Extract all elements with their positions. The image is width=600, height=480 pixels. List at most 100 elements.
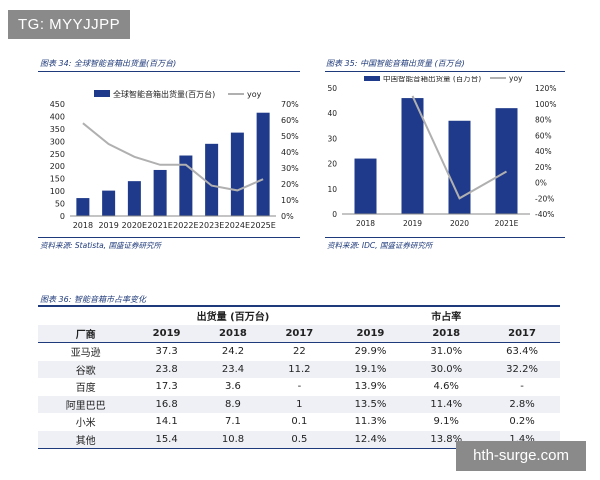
- x-tick-label: 2018: [73, 221, 93, 230]
- chart34-title: 图表 34: 全球智能音箱出货量(百万台): [40, 59, 177, 68]
- value-cell: 29.9%: [354, 346, 387, 358]
- chart-bar: [76, 198, 90, 216]
- y-tick-left-label: 250: [50, 150, 65, 159]
- chart-bar: [495, 108, 518, 214]
- value-cell: 63.4%: [506, 346, 538, 358]
- legend-line-label: yoy: [247, 90, 262, 99]
- chart-bar: [256, 112, 270, 216]
- vendor-cell: 阿里巴巴: [38, 395, 134, 413]
- chart-bar: [179, 155, 193, 216]
- vendor-cell: 百度: [75, 383, 96, 395]
- y-tick-left-label: 300: [50, 137, 65, 146]
- y-tick-left-label: 100: [50, 187, 65, 196]
- x-tick-label: 2022E: [173, 221, 198, 230]
- chart35-plot: 中国智能音箱出货量 (百万台) yoy 0 10 20 30 40 50 -40% -20% 0% 2…: [327, 76, 556, 228]
- x-tick-label: 2021E: [147, 221, 172, 230]
- table36-title: 图表 36: 智能音箱市占率变化: [40, 295, 146, 304]
- col-header-vendor: 厂商: [38, 324, 134, 343]
- chart35-source: 资料来源: IDC, 国盛证券研究所: [327, 241, 433, 250]
- value-cell: 31.0%: [430, 346, 463, 358]
- vendor-cell: 小米: [75, 418, 96, 430]
- watermark-bottom: hth-surge.com: [456, 441, 586, 471]
- legend-bar-label: 全球智能音箱出货量(百万台): [113, 89, 215, 99]
- value-cell: 9.1%: [433, 416, 459, 428]
- x-tick-label: 2020: [450, 219, 469, 228]
- table-corner: [38, 305, 134, 325]
- y-tick-left-label: 200: [50, 162, 65, 171]
- group-header-share: 市占率: [332, 305, 560, 325]
- value-cell: 15.4: [133, 430, 200, 449]
- value-cell: -: [520, 381, 524, 393]
- chart35-title-rule: [325, 71, 565, 72]
- chart-bar: [102, 190, 116, 216]
- vendor-cell: 谷歌: [38, 360, 134, 378]
- y-tick-right-label: 60%: [281, 116, 299, 125]
- value-cell: 4.6%: [433, 381, 459, 393]
- x-tick-label: 2019: [98, 221, 118, 230]
- value-cell: 22: [293, 346, 306, 358]
- col-header-year: 2017: [266, 324, 333, 343]
- chart-bar: [205, 143, 219, 216]
- chart-bar: [230, 132, 244, 216]
- y-tick-right-label: 30%: [281, 164, 299, 173]
- y-tick-right-label: 10%: [281, 196, 299, 205]
- value-cell: 0.1: [291, 416, 308, 428]
- group-header-shipments: 出货量 (百万台): [133, 305, 333, 325]
- y-tick-left-label: 450: [50, 100, 65, 109]
- chart34-source: 资料来源: Statista, 国盛证券研究所: [40, 241, 161, 250]
- value-cell: 2.8%: [484, 395, 560, 413]
- y-tick-left-label: 350: [50, 125, 65, 134]
- y-tick-left-label: 50: [55, 200, 65, 209]
- y-tick-left-label: 400: [50, 112, 65, 121]
- y-tick-right-label: -40%: [535, 210, 554, 219]
- table-row: 小米 14.1 7.1 0.1 11.3% 9.1% 0.2%: [38, 413, 560, 431]
- y-tick-right-label: 120%: [535, 84, 556, 93]
- col-header-year: 2018: [199, 324, 267, 343]
- value-cell: 23.8: [133, 360, 200, 378]
- value-cell: 14.1: [155, 416, 178, 428]
- y-tick-right-label: -20%: [535, 194, 554, 203]
- value-cell: 13.5%: [332, 395, 409, 413]
- x-tick-label: 2025E: [250, 221, 275, 230]
- x-tick-label: 2019: [403, 219, 422, 228]
- y-tick-right-label: 20%: [281, 180, 299, 189]
- table-row: 亚马逊 37.3 24.2 22 29.9% 31.0% 63.4%: [38, 343, 560, 361]
- market-share-table: 出货量 (百万台) 市占率 厂商 2019 2018 2017 2019 201…: [38, 305, 560, 449]
- x-tick-label: 2018: [356, 219, 375, 228]
- vendor-cell: 其他: [38, 430, 134, 449]
- x-tick-label: 2024E: [225, 221, 250, 230]
- y-tick-left-label: 20: [327, 160, 337, 169]
- y-tick-right-label: 40%: [535, 147, 552, 156]
- value-cell: 10.8: [199, 430, 267, 449]
- legend-bar-label: 中国智能音箱出货量 (百万台): [383, 76, 481, 83]
- y-tick-left-label: 30: [327, 134, 337, 143]
- value-cell: 13.9%: [354, 381, 387, 393]
- y-tick-left-label: 50: [327, 84, 337, 93]
- legend-bar-swatch: [94, 90, 110, 97]
- chart-bar: [127, 181, 141, 216]
- value-cell: 11.3%: [354, 416, 387, 428]
- yoy-line-series: [82, 122, 264, 192]
- y-tick-right-label: 0%: [535, 179, 547, 188]
- x-tick-label: 2021E: [495, 219, 519, 228]
- value-cell: 0.5: [266, 430, 333, 449]
- vendor-cell: 亚马逊: [70, 348, 101, 360]
- col-header-year: 2017: [484, 324, 560, 343]
- table-row: 其他 15.4 10.8 0.5 12.4% 13.8% 1.4%: [38, 430, 560, 449]
- value-cell: 0.2%: [509, 416, 535, 428]
- value-cell: 7.1: [225, 416, 241, 428]
- y-tick-right-label: 60%: [535, 131, 552, 140]
- value-cell: 11.2: [266, 360, 333, 378]
- col-header-year: 2019: [332, 324, 409, 343]
- value-cell: 24.2: [221, 346, 245, 358]
- legend-bar-swatch: [364, 76, 380, 81]
- y-tick-right-label: 50%: [281, 132, 299, 141]
- y-tick-right-label: 40%: [281, 148, 299, 157]
- chart35-title: 图表 35: 中国智能音箱出货量 (百万台): [326, 59, 465, 68]
- value-cell: 23.4: [199, 360, 267, 378]
- chart34-title-rule: [38, 71, 300, 72]
- y-tick-right-label: 80%: [535, 116, 552, 125]
- y-tick-left-label: 0: [60, 212, 65, 221]
- chart-bar: [153, 169, 167, 216]
- legend-line-label: yoy: [509, 76, 523, 83]
